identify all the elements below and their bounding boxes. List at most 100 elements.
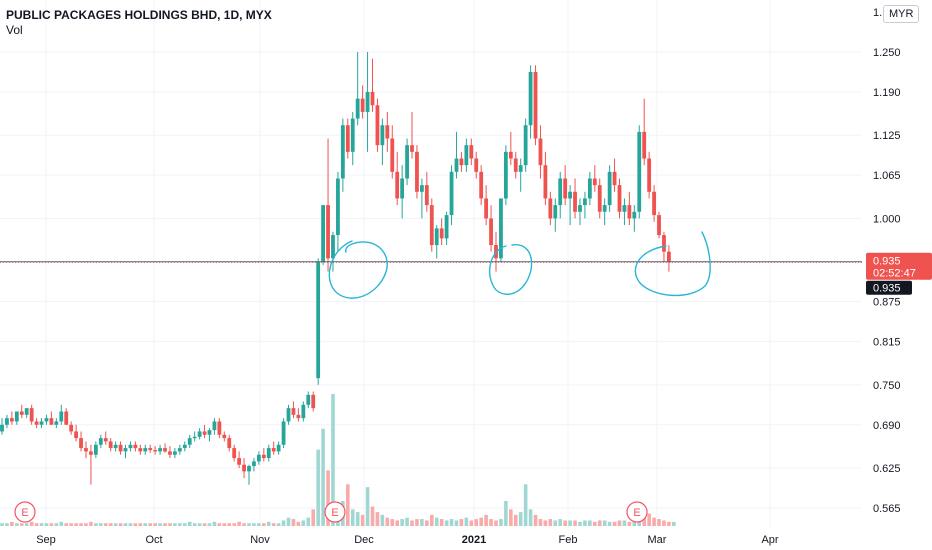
volume-bar: [538, 519, 543, 526]
volume-bar: [163, 523, 167, 526]
chart-grid: [0, 0, 862, 528]
x-tick-label: Oct: [145, 534, 162, 546]
earnings-marker-icon[interactable]: E: [626, 501, 648, 523]
volume-bar: [192, 523, 197, 526]
volume-bar: [207, 523, 212, 526]
earnings-marker-circle: [14, 501, 36, 523]
volume-bar: [178, 523, 182, 526]
candle-body: [607, 171, 612, 206]
time-axis[interactable]: Sep Oct Nov Dec 2021 Feb Mar Apr: [36, 534, 779, 546]
candle-body: [9, 418, 14, 422]
earnings-marker-icon[interactable]: E: [324, 501, 346, 523]
candle-body: [153, 450, 158, 452]
candle-body: [474, 158, 479, 172]
candle-body: [345, 125, 350, 152]
volume-bar: [153, 523, 157, 526]
volume-bar: [103, 523, 108, 526]
volume-bar: [128, 523, 133, 526]
candle-body: [232, 448, 237, 459]
candle-body: [242, 464, 246, 472]
volume-bar: [222, 523, 227, 526]
candle-body: [291, 408, 296, 415]
volume-bar: [415, 519, 419, 526]
candle-body: [187, 438, 192, 445]
candle-body: [548, 198, 553, 219]
currency-badge[interactable]: MYR: [883, 5, 920, 23]
candle-body: [44, 418, 49, 422]
symbol-title[interactable]: PUBLIC PACKAGES HOLDINGS BHD, 1D, MYX: [6, 8, 272, 22]
volume-bar: [390, 519, 395, 526]
volume-bar: [49, 523, 54, 526]
candle-body: [612, 171, 617, 186]
volume-bar: [474, 519, 479, 526]
candle-body: [484, 198, 489, 219]
volume-bar: [257, 523, 261, 526]
candle-body: [464, 145, 469, 166]
candle-body: [563, 178, 568, 199]
candle-body: [79, 438, 83, 449]
earnings-marker-icon[interactable]: E: [14, 501, 36, 523]
volume-bar: [29, 521, 34, 526]
candle-body: [533, 71, 538, 139]
volume-bar: [375, 512, 380, 526]
candle-body: [518, 165, 523, 172]
volume-bar: [607, 521, 612, 526]
volume-bar: [350, 509, 355, 526]
candle-body: [538, 138, 543, 166]
bar-countdown: 02:52:47: [873, 268, 916, 280]
y-tick-label: 0.750: [873, 380, 901, 392]
candle-body: [19, 411, 24, 415]
volume-bar: [568, 520, 572, 526]
candle-body: [256, 454, 261, 462]
volume-bar: [158, 523, 162, 526]
volume-bar: [24, 523, 29, 526]
volume-bar: [632, 521, 637, 526]
volume-bar: [612, 521, 617, 526]
candle-body: [148, 448, 153, 451]
candle-body: [454, 158, 459, 172]
candle-body: [657, 215, 661, 236]
volume-bar: [395, 520, 399, 526]
price-axis[interactable]: 1.250 1.190 1.125 1.065 1.000 0.935 0.875 0.815…: [873, 7, 901, 515]
volume-bar: [439, 519, 444, 526]
candle-body: [395, 171, 400, 199]
candle-body: [400, 178, 405, 199]
candle-body: [543, 165, 548, 199]
volume-bar: [622, 520, 627, 526]
candle-body: [69, 424, 74, 432]
candle-body: [662, 235, 666, 252]
earnings-marker-label: E: [331, 507, 338, 519]
volume-bar: [513, 514, 518, 526]
volume-bar: [667, 521, 671, 526]
candle-body: [138, 448, 143, 452]
candle-body: [627, 205, 632, 219]
y-tick-label: 1.190: [873, 87, 901, 99]
y-tick-label: 0.815: [873, 337, 901, 349]
volume-indicator-label[interactable]: Vol: [6, 23, 23, 37]
candle-body: [415, 151, 419, 192]
candle-body: [647, 158, 652, 192]
candle-body: [583, 198, 587, 206]
volume-bar: [528, 509, 533, 526]
volume-bar: [281, 520, 286, 526]
volume-bar: [583, 520, 587, 526]
volume-bar: [504, 500, 508, 526]
volume-bar: [543, 520, 548, 526]
candle-body: [513, 158, 518, 172]
candle-body: [652, 191, 656, 216]
x-tick-label: Apr: [761, 534, 778, 546]
x-tick-label: Mar: [648, 534, 667, 546]
candle-body: [39, 421, 44, 425]
volume-bar: [286, 517, 291, 526]
candle-body: [182, 444, 187, 449]
candle-body: [321, 205, 325, 262]
x-tick-label: Dec: [354, 534, 374, 546]
candle-body: [103, 438, 108, 442]
volume-bar: [637, 520, 642, 526]
volume-bar: [113, 523, 118, 526]
candle-body: [380, 125, 385, 146]
volume-bar: [331, 394, 335, 526]
